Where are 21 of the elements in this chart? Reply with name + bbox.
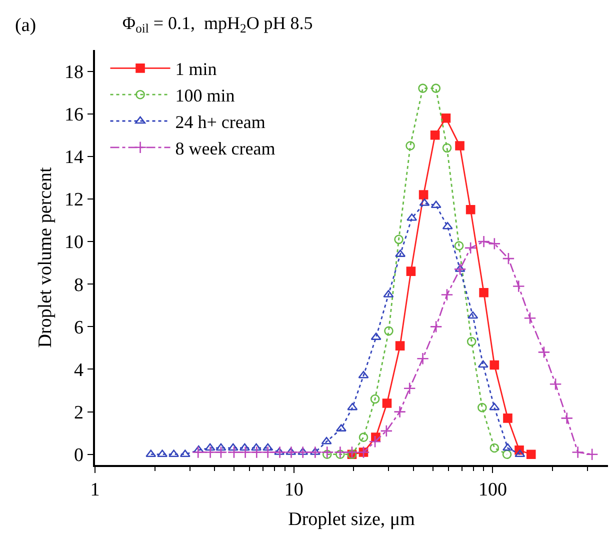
legend-label: 100 min [175, 86, 235, 106]
y-tick-label: 16 [64, 104, 84, 126]
y-tick-label: 8 [74, 274, 84, 296]
y-tick-label: 18 [64, 62, 84, 83]
x-axis-title: Droplet size, μm [288, 508, 416, 530]
y-tick-label: 2 [74, 402, 84, 424]
y-tick-label: 14 [64, 147, 84, 168]
y-axis-title: Droplet volume percent [34, 166, 56, 348]
y-tick-label: 12 [64, 190, 84, 211]
y-tick-label: 4 [74, 360, 84, 381]
legend-label: 8 week cream [175, 138, 276, 158]
legend-label: 1 min [175, 59, 217, 80]
legend-label: 24 h+ cream [175, 112, 266, 132]
chart-title: Φ$_{oil}$ = 0.1, mpH$_{2}$O pH 8.5 [122, 12, 313, 36]
y-tick-label: 6 [74, 317, 84, 338]
y-tick-label: 10 [64, 232, 84, 254]
x-tick-label: 1 [90, 480, 100, 501]
y-tick-label: 0 [74, 445, 84, 466]
x-tick-label: 100 [478, 480, 507, 501]
text: (a) [15, 15, 36, 36]
x-tick-label: 10 [284, 480, 304, 501]
